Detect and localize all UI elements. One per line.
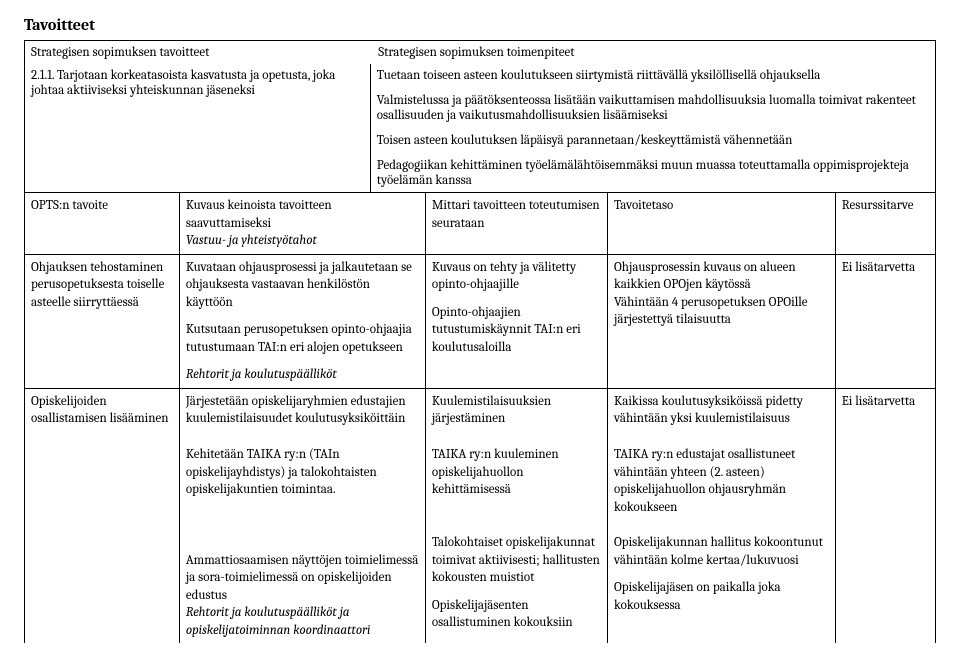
hdr-c1: OPTS:n tavoite [25, 193, 180, 255]
top-right-label: Strategisen sopimuksen toimenpiteet [372, 45, 929, 60]
table-row: Ammattiosaamisen näyttöjen toimielimessä… [25, 530, 936, 643]
b4a: TAIKA ry:n edustajat osallistuneet vähin… [614, 446, 829, 516]
cell-r0-c5: Ei lisätarvetta [835, 254, 935, 388]
hdr-c2: Kuvaus keinoista tavoitteen saavuttamise… [179, 193, 425, 255]
cont-c4a: TAIKA ry:n edustajat osallistuneet vähin… [608, 442, 836, 530]
cell-r1-c1: Opiskelijoiden osallistamisen lisääminen [25, 388, 180, 442]
cont-c3b: Talokohtaiset opiskelijakunnat toimivat … [425, 530, 607, 643]
top-r-p2: Valmistelussa ja päätöksenteossa lisätää… [377, 93, 929, 123]
table-header-row: OPTS:n tavoite Kuvaus keinoista tavoitte… [25, 193, 936, 255]
r0c2b: Kutsutaan perusopetuksen opinto-ohjaajia… [186, 321, 419, 356]
cell-r0-c2: Kuvataan ohjausprosessi ja jalkautetaan … [179, 254, 425, 388]
b2b: Ammattiosaamisen näyttöjen toimielimessä… [186, 553, 418, 603]
top-left-label: Strategisen sopimuksen tavoitteet [31, 45, 372, 60]
b4b: Opiskelijakunnan hallitus kokoontunut vä… [614, 534, 829, 569]
r0c4b: Vähintään 4 perusopetuksen OPOille järje… [614, 295, 807, 328]
r1c2a: Järjestetään opiskelijaryhmien edustajie… [186, 393, 419, 428]
cell-r0-c4: Ohjausprosessin kuvaus on alueen kaikkie… [608, 254, 836, 388]
r0c2a: Kuvataan ohjausprosessi ja jalkautetaan … [186, 259, 419, 312]
b4c: Opiskelijajäsen on paikalla joka kokouks… [614, 580, 781, 613]
cont-c3a: TAIKA ry:n kuuleminen opiskelijahuollon … [425, 442, 607, 530]
top-r-p1: Tuetaan toiseen asteen koulutukseen siir… [377, 68, 929, 83]
cell-r0-c1: Ohjauksen tehostaminen perusopetuksesta … [25, 254, 180, 388]
r0c3b: Opinto-ohjaajien tutustumiskäynnit TAI:n… [432, 305, 581, 355]
hdr-c4: Tavoitetaso [608, 193, 836, 255]
cont-c4b: Opiskelijakunnan hallitus kokoontunut vä… [608, 530, 836, 643]
r0c3a: Kuvaus on tehty ja välitetty opinto-ohja… [432, 259, 601, 294]
b2c: Rehtorit ja koulutuspäälliköt ja opiskel… [186, 605, 371, 638]
cell-r1-c5: Ei lisätarvetta [835, 388, 935, 442]
top-item: 2.1.1. Tarjotaan korkeatasoista kasvatus… [25, 64, 371, 192]
table-row: Opiskelijoiden osallistamisen lisääminen… [25, 388, 936, 442]
top-r-p4: Pedagogiikan kehittäminen työelämälähtöi… [377, 158, 909, 188]
hdr-c3: Mittari tavoitteen toteutumisen seurataa… [425, 193, 607, 255]
hdr-c2-main: Kuvaus keinoista tavoitteen saavuttamise… [186, 198, 332, 231]
b3b: Talokohtaiset opiskelijakunnat toimivat … [432, 534, 601, 587]
top-right-body: Tuetaan toiseen asteen koulutukseen siir… [371, 64, 935, 192]
r0c2c: Rehtorit ja koulutuspäälliköt [186, 367, 337, 382]
cont-c2a: Kehitetään TAIKA ry:n (TAIn opiskelijayh… [179, 442, 425, 530]
b2a: Kehitetään TAIKA ry:n (TAIn opiskelijayh… [186, 446, 419, 499]
top-r-p3: Toisen asteen koulutuksen läpäisyä paran… [377, 133, 929, 148]
hdr-c2-sub: Vastuu- ja yhteistyötahot [186, 233, 317, 248]
cell-r0-c3: Kuvaus on tehty ja välitetty opinto-ohja… [425, 254, 607, 388]
hdr-c5: Resurssitarve [835, 193, 935, 255]
cell-r1-c4: Kaikissa koulutusyksiköissä pidetty vähi… [608, 388, 836, 442]
r1c4a: Kaikissa koulutusyksiköissä pidetty vähi… [614, 393, 829, 428]
b3c: Opiskelijajäsenten osallistuminen kokouk… [432, 598, 573, 631]
r1c3a: Kuulemistilaisuuksien järjestäminen [432, 393, 601, 428]
table-row: Ohjauksen tehostaminen perusopetuksesta … [25, 254, 936, 388]
main-table: OPTS:n tavoite Kuvaus keinoista tavoitte… [24, 192, 936, 643]
page-title: Tavoitteet [24, 16, 936, 34]
cont-c2b: Ammattiosaamisen näyttöjen toimielimessä… [179, 530, 425, 643]
cell-r1-c3: Kuulemistilaisuuksien järjestäminen [425, 388, 607, 442]
b3a: TAIKA ry:n kuuleminen opiskelijahuollon … [432, 446, 601, 499]
cell-r1-c2: Järjestetään opiskelijaryhmien edustajie… [179, 388, 425, 442]
r0c4a: Ohjausprosessin kuvaus on alueen kaikkie… [614, 260, 796, 293]
table-row: Kehitetään TAIKA ry:n (TAIn opiskelijayh… [25, 442, 936, 530]
